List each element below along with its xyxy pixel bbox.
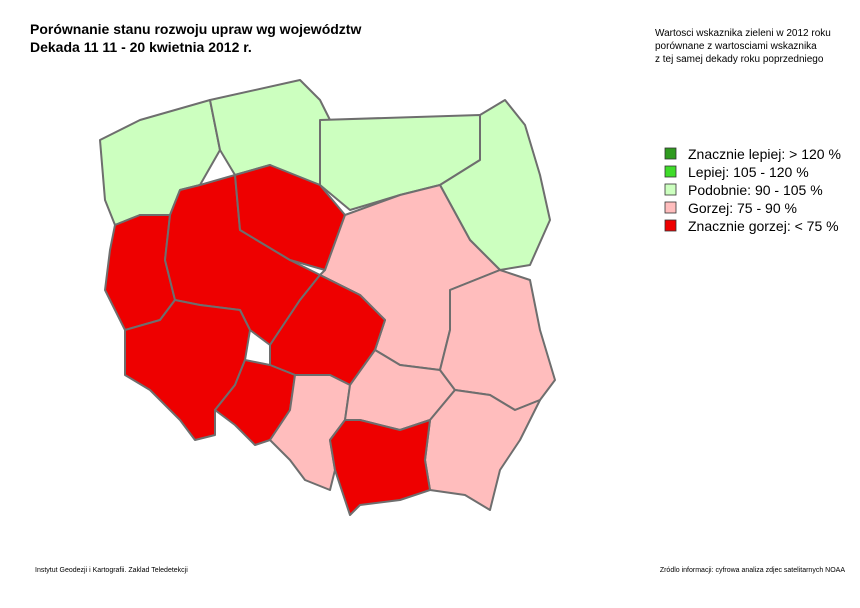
voivodeship bbox=[439, 99, 551, 271]
legend: Znacznie lepiej: > 120 % Lepiej: 105 - 12… bbox=[664, 146, 841, 234]
legend-label: Lepiej: 105 - 120 % bbox=[688, 164, 809, 180]
legend-label: Gorzej: 75 - 90 % bbox=[688, 200, 797, 216]
voivodeship bbox=[329, 419, 431, 516]
voivodeship bbox=[269, 374, 351, 491]
legend-swatch bbox=[664, 201, 677, 214]
footer-left: Instytut Geodezji i Kartografii. Zaklad … bbox=[35, 567, 188, 574]
legend-swatch bbox=[664, 165, 677, 178]
legend-label: Podobnie: 90 - 105 % bbox=[688, 182, 823, 198]
note: z tej samej dekady roku poprzedniego bbox=[655, 54, 824, 65]
legend-label: Znacznie gorzej: < 75 % bbox=[688, 218, 839, 234]
legend-swatch bbox=[664, 219, 677, 232]
legend-swatch bbox=[664, 183, 677, 196]
legend-label: Znacznie lepiej: > 120 % bbox=[688, 146, 841, 162]
footer-right: Zródlo informacji: cyfrowa analiza zdjec… bbox=[660, 567, 846, 574]
map bbox=[99, 79, 556, 516]
voivodeship bbox=[214, 359, 296, 446]
title: Porównanie stanu rozwoju upraw wg wojewó… bbox=[30, 21, 361, 37]
note: porównane z wartosciami wskaznika bbox=[655, 41, 817, 52]
note: Wartosci wskaznika zieleni w 2012 roku bbox=[655, 28, 831, 39]
subtitle: Dekada 11 11 - 20 kwietnia 2012 r. bbox=[30, 39, 252, 55]
legend-swatch bbox=[664, 147, 677, 160]
